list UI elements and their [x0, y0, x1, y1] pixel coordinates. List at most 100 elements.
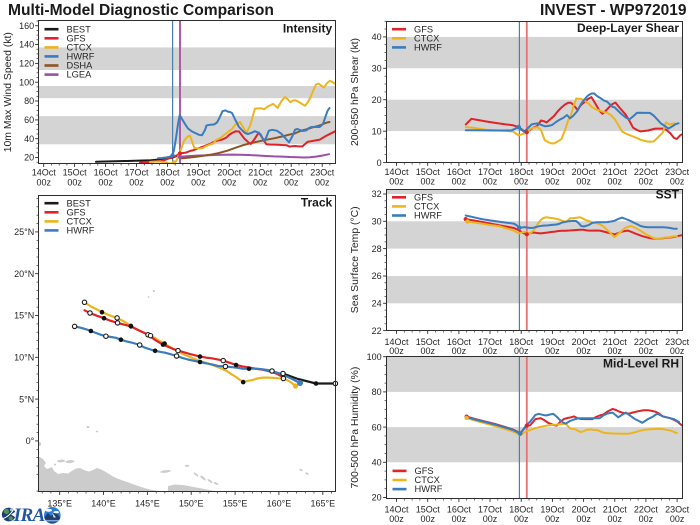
svg-text:14Oct: 14Oct: [384, 167, 409, 177]
svg-text:BEST: BEST: [67, 198, 92, 208]
svg-text:19Oct: 19Oct: [540, 167, 565, 177]
svg-text:00z: 00z: [608, 346, 623, 356]
svg-text:17Oct: 17Oct: [478, 337, 503, 347]
svg-text:00z: 00z: [36, 178, 51, 188]
svg-text:00z: 00z: [545, 346, 560, 356]
svg-text:17Oct: 17Oct: [124, 168, 149, 178]
svg-text:14Oct: 14Oct: [384, 504, 409, 514]
svg-text:40: 40: [372, 458, 382, 468]
svg-text:18Oct: 18Oct: [155, 168, 180, 178]
svg-text:160°E: 160°E: [267, 499, 292, 509]
svg-text:18Oct: 18Oct: [509, 337, 534, 347]
svg-text:21Oct: 21Oct: [248, 168, 273, 178]
svg-text:28: 28: [372, 244, 382, 254]
svg-text:23Oct: 23Oct: [665, 504, 690, 514]
svg-text:40: 40: [372, 32, 382, 42]
svg-text:10: 10: [372, 126, 382, 136]
svg-text:00z: 00z: [129, 178, 144, 188]
svg-text:20Oct: 20Oct: [572, 337, 597, 347]
svg-text:IRA: IRA: [13, 505, 45, 525]
svg-text:165°E: 165°E: [310, 499, 335, 509]
svg-text:10°N: 10°N: [14, 353, 34, 363]
svg-text:CTCX: CTCX: [414, 202, 439, 212]
svg-text:160: 160: [19, 21, 34, 31]
svg-text:22Oct: 22Oct: [634, 504, 659, 514]
svg-text:CTCX: CTCX: [67, 217, 92, 227]
svg-text:CTCX: CTCX: [415, 475, 440, 485]
svg-text:00z: 00z: [576, 177, 591, 187]
svg-text:16Oct: 16Oct: [447, 504, 472, 514]
svg-text:100: 100: [367, 352, 382, 362]
svg-text:150°E: 150°E: [179, 499, 204, 509]
svg-text:5°N: 5°N: [19, 394, 34, 404]
svg-text:00z: 00z: [670, 346, 685, 356]
svg-text:00z: 00z: [389, 346, 404, 356]
svg-text:00z: 00z: [483, 514, 498, 524]
svg-text:17Oct: 17Oct: [478, 504, 503, 514]
svg-text:120: 120: [19, 59, 34, 69]
svg-text:00z: 00z: [576, 346, 591, 356]
svg-text:140°E: 140°E: [91, 499, 116, 509]
svg-text:15Oct: 15Oct: [416, 167, 441, 177]
svg-text:26: 26: [372, 271, 382, 281]
svg-text:22: 22: [372, 326, 382, 336]
svg-text:15Oct: 15Oct: [416, 337, 441, 347]
svg-text:60: 60: [372, 422, 382, 432]
svg-text:200-850 hPa Shear (kt): 200-850 hPa Shear (kt): [350, 38, 361, 146]
svg-text:GFS: GFS: [414, 192, 433, 202]
svg-text:145°E: 145°E: [135, 499, 160, 509]
svg-text:30: 30: [372, 217, 382, 227]
svg-text:19Oct: 19Oct: [186, 168, 211, 178]
svg-text:16Oct: 16Oct: [447, 337, 472, 347]
svg-text:GFS: GFS: [414, 24, 433, 34]
svg-text:00z: 00z: [420, 514, 435, 524]
svg-text:CTCX: CTCX: [414, 33, 439, 43]
svg-text:00z: 00z: [608, 177, 623, 187]
svg-text:00z: 00z: [639, 346, 654, 356]
svg-text:Multi-Model Diagnostic Compari: Multi-Model Diagnostic Comparison: [8, 2, 274, 19]
svg-text:00z: 00z: [389, 514, 404, 524]
svg-text:22Oct: 22Oct: [634, 167, 659, 177]
svg-text:00z: 00z: [483, 177, 498, 187]
svg-text:20°N: 20°N: [14, 269, 34, 279]
svg-text:DSHA: DSHA: [67, 61, 94, 71]
svg-text:100: 100: [19, 77, 34, 87]
svg-text:19Oct: 19Oct: [540, 337, 565, 347]
svg-text:CTCX: CTCX: [67, 43, 92, 53]
svg-text:GFS: GFS: [415, 466, 434, 476]
svg-text:00z: 00z: [639, 514, 654, 524]
svg-text:18Oct: 18Oct: [509, 504, 534, 514]
svg-text:Sea Surface Temp (°C): Sea Surface Temp (°C): [350, 206, 361, 313]
svg-text:15Oct: 15Oct: [416, 504, 441, 514]
svg-text:HWRF: HWRF: [67, 226, 95, 236]
svg-text:00z: 00z: [284, 178, 299, 188]
svg-text:00z: 00z: [222, 178, 237, 188]
svg-text:00z: 00z: [670, 177, 685, 187]
svg-text:60: 60: [24, 115, 34, 125]
svg-text:30: 30: [372, 64, 382, 74]
svg-text:00z: 00z: [452, 514, 467, 524]
svg-text:00z: 00z: [608, 514, 623, 524]
svg-text:00z: 00z: [545, 177, 560, 187]
svg-text:00z: 00z: [452, 177, 467, 187]
svg-text:00z: 00z: [98, 178, 113, 188]
svg-text:23Oct: 23Oct: [310, 168, 335, 178]
svg-text:00z: 00z: [514, 514, 529, 524]
svg-text:00z: 00z: [639, 177, 654, 187]
svg-text:22Oct: 22Oct: [634, 337, 659, 347]
svg-text:140: 140: [19, 40, 34, 50]
svg-text:14Oct: 14Oct: [32, 168, 57, 178]
svg-text:BEST: BEST: [67, 24, 92, 34]
svg-text:HWRF: HWRF: [415, 484, 443, 494]
svg-text:00z: 00z: [67, 178, 82, 188]
svg-text:20Oct: 20Oct: [572, 504, 597, 514]
svg-text:700-500 hPa Humidity (%): 700-500 hPa Humidity (%): [350, 367, 361, 489]
svg-text:00z: 00z: [191, 178, 206, 188]
svg-text:00z: 00z: [514, 177, 529, 187]
svg-text:135°E: 135°E: [47, 499, 72, 509]
svg-text:155°E: 155°E: [223, 499, 248, 509]
svg-text:LGEA: LGEA: [67, 70, 93, 80]
svg-text:17Oct: 17Oct: [478, 167, 503, 177]
svg-text:00z: 00z: [576, 514, 591, 524]
svg-text:40: 40: [24, 134, 34, 144]
